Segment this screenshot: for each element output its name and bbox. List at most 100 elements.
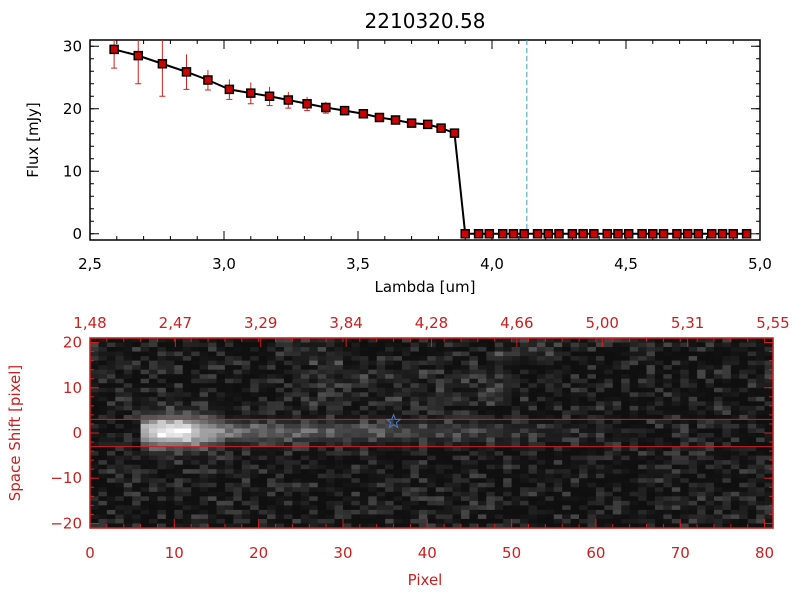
image-pixel [317, 433, 327, 439]
image-pixel [528, 387, 538, 393]
image-pixel [258, 478, 268, 484]
image-pixel [98, 351, 108, 357]
image-pixel [106, 423, 116, 430]
image-pixel [317, 392, 327, 398]
image-pixel [486, 428, 496, 434]
image-pixel [739, 496, 749, 502]
image-pixel [224, 509, 234, 516]
image-pixel [342, 338, 352, 344]
image-pixel [680, 469, 690, 475]
image-pixel [688, 469, 698, 475]
image-pixel [638, 423, 648, 430]
image-pixel [477, 342, 487, 348]
image-pixel [233, 455, 243, 461]
flux-data-point [224, 84, 235, 95]
image-pixel [435, 437, 445, 443]
flux-data-point [449, 128, 460, 138]
image-pixel [680, 356, 690, 362]
image-pixel [132, 365, 142, 371]
flux-data-point [693, 229, 704, 239]
image-pixel [208, 487, 218, 493]
image-pixel [528, 523, 538, 529]
image-pixel [216, 392, 226, 398]
image-pixel [140, 478, 150, 484]
image-pixel [713, 509, 724, 516]
image-pixel [334, 360, 344, 366]
image-pixel [511, 442, 521, 448]
image-pixel [503, 482, 513, 488]
image-pixel [654, 518, 664, 525]
image-pixel [132, 505, 142, 511]
image-pixel [267, 496, 277, 502]
image-pixel [520, 433, 530, 439]
image-pixel [461, 387, 471, 393]
image-pixel [351, 374, 361, 380]
image-pixel [477, 433, 487, 439]
image-pixel [401, 387, 412, 393]
image-pixel [123, 509, 133, 516]
image-pixel [351, 383, 361, 389]
image-pixel [713, 342, 724, 348]
image-pixel [376, 365, 386, 371]
image-pixel [174, 419, 184, 425]
image-pixel [275, 383, 285, 389]
image-pixel [562, 383, 572, 389]
image-pixel [562, 351, 572, 357]
image-pixel [90, 401, 100, 407]
image-pixel [191, 487, 201, 493]
image-pixel [595, 374, 605, 380]
image-pixel [663, 442, 673, 448]
image-pixel [208, 414, 218, 421]
image-pixel [393, 378, 403, 384]
image-pixel [494, 347, 504, 353]
image-pixel [629, 437, 639, 443]
image-pixel [747, 433, 757, 439]
image-pixel [579, 487, 589, 493]
image-pixel [174, 342, 184, 348]
image-pixel [98, 496, 108, 502]
image-pixel [418, 365, 428, 371]
image-pixel [713, 423, 724, 430]
image-pixel [123, 514, 133, 520]
image-pixel [587, 496, 597, 502]
image-pixel [182, 347, 192, 353]
image-pixel [191, 509, 201, 516]
image-pixel [199, 405, 209, 411]
image-pixel [410, 464, 420, 470]
image-pixel [174, 423, 184, 430]
image-pixel [680, 491, 690, 497]
image-pixel [300, 442, 310, 448]
image-pixel [368, 338, 378, 344]
image-pixel [764, 414, 774, 421]
image-pixel [697, 469, 707, 475]
image-pixel [106, 338, 116, 344]
image-pixel [98, 410, 108, 416]
image-pixel [688, 378, 698, 384]
image-pixel [629, 473, 639, 479]
image-pixel [739, 374, 749, 380]
image-pixel [149, 460, 159, 466]
image-pixel [132, 401, 142, 407]
image-pixel [511, 387, 521, 393]
image-pixel [157, 473, 167, 479]
image-pixel [309, 338, 319, 344]
image-pixel [132, 374, 142, 380]
image-pixel [570, 482, 580, 488]
flux-data-point [390, 115, 401, 125]
image-pixel [764, 351, 774, 357]
image-pixel [503, 401, 513, 407]
image-pixel [115, 464, 125, 470]
image-pixel [553, 496, 563, 502]
image-pixel [174, 478, 184, 484]
image-pixel [309, 487, 319, 493]
image-pixel [241, 514, 251, 520]
image-pixel [309, 387, 319, 393]
image-pixel [275, 455, 285, 461]
image-pixel [536, 356, 546, 362]
image-pixel [410, 360, 420, 366]
image-pixel [410, 369, 420, 375]
image-pixel [300, 509, 310, 516]
image-pixel [427, 487, 437, 493]
image-pixel [688, 419, 698, 425]
image-pixel [376, 351, 386, 357]
